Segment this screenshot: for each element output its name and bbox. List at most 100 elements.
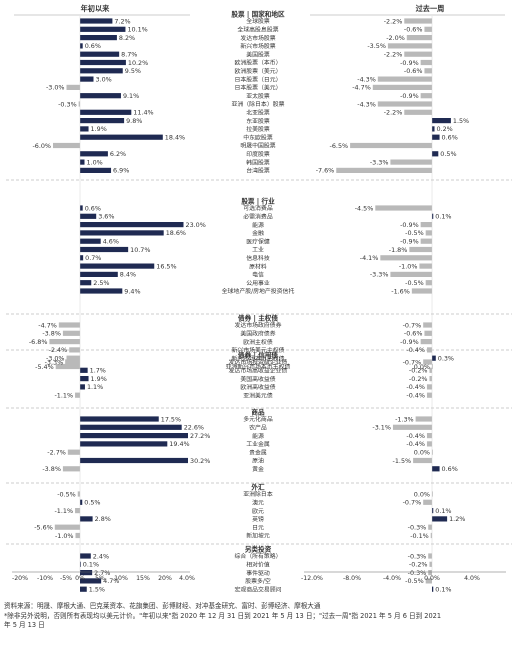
ytd-bar	[66, 84, 80, 90]
ytd-data-label: -6.0%	[32, 142, 51, 150]
ytd-bar	[80, 376, 89, 382]
week-data-label: -0.2%	[409, 375, 428, 383]
week-bar	[429, 367, 432, 373]
week-bar	[430, 532, 432, 539]
week-bar	[426, 433, 432, 439]
week-bar	[423, 322, 432, 328]
ytd-bar	[80, 18, 113, 24]
category-label: 发达市场投资级企业债	[229, 358, 288, 366]
ytd-bar	[80, 213, 97, 219]
ytd-data-label: -0.5%	[57, 490, 76, 498]
category-label: 新兴市场股票	[240, 42, 275, 50]
week-data-label: -1.3%	[395, 415, 414, 423]
ytd-bar	[80, 441, 168, 447]
category-label: 欧洲股票（本币）	[234, 59, 281, 67]
ytd-panel-title: 年初以来	[81, 4, 111, 13]
category-label: 能源	[252, 221, 264, 229]
ytd-bar	[80, 51, 120, 57]
category-label: 日本股票（日元）	[234, 75, 281, 83]
category-label: 欧元	[252, 507, 264, 515]
week-data-label: -0.7%	[403, 358, 422, 366]
ytd-bar	[67, 449, 80, 455]
week-bar	[377, 76, 432, 82]
ytd-bar	[75, 392, 80, 398]
ytd-bar	[80, 230, 164, 236]
ytd-data-label: -1.0%	[55, 532, 74, 540]
category-label: 黄金	[252, 465, 264, 473]
ytd-bar	[80, 578, 102, 584]
category-label: 金融	[252, 229, 264, 237]
category-label: 原油	[252, 457, 264, 465]
ytd-data-label: 30.2%	[190, 457, 210, 465]
week-bar	[424, 26, 432, 32]
week-data-label: -4.5%	[355, 204, 374, 212]
week-tick-label: 4.0%	[464, 575, 480, 582]
footer: 资料来源：明晟、摩根大通、巴克莱资本、花旗集团、彭博财经、对冲基金研究、富时、彭…	[4, 602, 514, 631]
week-bar	[429, 376, 432, 382]
week-data-label: -3.1%	[372, 424, 391, 432]
category-label: 印度股票	[246, 150, 270, 158]
ytd-tick-label: 10%	[114, 575, 128, 582]
week-bar	[420, 93, 432, 99]
week-data-label: -0.5%	[405, 229, 424, 237]
category-label: 发达市场政府债券	[234, 321, 281, 329]
category-label: 原材料	[249, 262, 267, 270]
ytd-data-label: -2.4%	[49, 346, 68, 354]
ytd-bar	[69, 347, 80, 353]
category-label: 发达市场股票	[240, 34, 275, 42]
footer-note-2: 年 5 月 13 日	[4, 621, 45, 629]
week-bar	[432, 151, 439, 157]
category-label: 全球地产股/房地产投资信托	[222, 287, 295, 295]
ytd-data-label: 2.4%	[93, 552, 109, 560]
footer-source: 资料来源：明晟、摩根大通、巴克莱资本、花旗集团、彭博财经、对冲基金研究、富时、彭…	[4, 602, 321, 610]
ytd-bar	[80, 167, 112, 173]
ytd-bar	[62, 330, 80, 336]
week-bar	[404, 18, 432, 24]
ytd-data-label: 8.2%	[119, 34, 135, 42]
ytd-bar	[55, 363, 80, 370]
category-label: 贵金属	[249, 448, 267, 456]
week-bar	[404, 51, 432, 57]
ytd-bar	[80, 26, 126, 32]
ytd-bar	[80, 424, 182, 430]
week-data-label: -0.4%	[406, 346, 425, 354]
week-bar	[387, 43, 432, 49]
ytd-bar	[80, 222, 184, 228]
ytd-bar	[80, 553, 91, 559]
ytd-data-label: 9.4%	[124, 287, 140, 295]
week-bar	[392, 424, 432, 430]
week-data-label: -1.6%	[391, 287, 410, 295]
week-bar	[432, 213, 434, 219]
ytd-bar	[80, 288, 123, 294]
category-label: 股票多/空	[245, 577, 271, 585]
ytd-bar	[53, 142, 80, 149]
ytd-data-label: -3.8%	[42, 465, 61, 473]
week-bar	[428, 570, 432, 576]
week-data-label: -0.6%	[404, 67, 423, 75]
category-label: 全球高股息股票	[237, 26, 278, 34]
ytd-bar	[66, 355, 80, 361]
week-data-label: -0.3%	[408, 569, 427, 577]
category-label: 全球股票	[246, 17, 270, 25]
category-label: 新兴市场本币主权债	[231, 354, 284, 362]
ytd-data-label: 9.8%	[126, 117, 142, 125]
ytd-data-label: 7.2%	[114, 17, 130, 25]
ytd-data-label: -5.4%	[35, 363, 54, 371]
ytd-data-label: 23.0%	[186, 221, 206, 229]
ytd-tick-label: 15%	[136, 575, 150, 582]
week-data-label: -4.3%	[357, 100, 376, 108]
week-bar	[429, 561, 432, 567]
ytd-data-label: 19.4%	[169, 440, 189, 448]
category-label: 亚洲美元债	[243, 391, 273, 399]
week-data-label: -2.0%	[386, 34, 405, 42]
week-data-label: -0.2%	[409, 561, 428, 569]
week-bar	[409, 246, 432, 253]
ytd-bar	[75, 508, 80, 514]
week-data-label: -0.3%	[408, 552, 427, 560]
category-label: 日本股票（美元）	[234, 84, 281, 92]
week-bar	[420, 222, 432, 228]
ytd-data-label: 1.1%	[87, 383, 103, 391]
week-bar	[377, 101, 432, 107]
ytd-data-label: -2.7%	[47, 449, 66, 457]
